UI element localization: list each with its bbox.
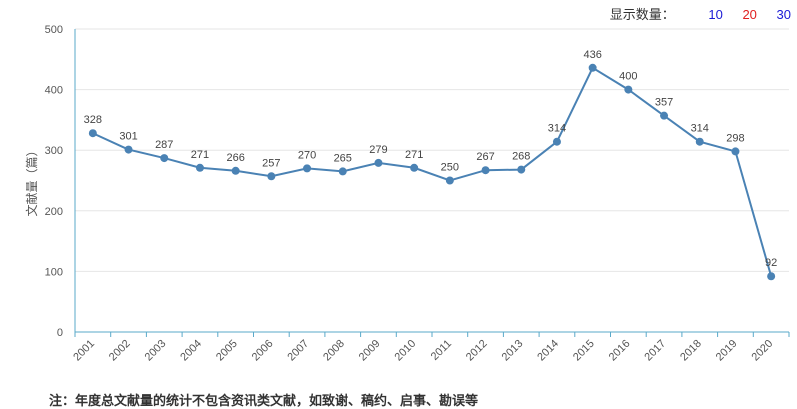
x-tick-label-2015: 2015 bbox=[571, 338, 597, 364]
x-tick-label-2019: 2019 bbox=[714, 338, 740, 364]
data-label-2017: 357 bbox=[655, 97, 673, 109]
data-point-2016 bbox=[624, 85, 633, 94]
data-label-2006: 257 bbox=[262, 157, 280, 169]
y-tick-label-500: 500 bbox=[45, 24, 63, 36]
data-point-2007 bbox=[303, 164, 312, 173]
x-tick-label-2009: 2009 bbox=[357, 338, 383, 364]
data-point-2017 bbox=[660, 111, 669, 120]
y-tick-label-0: 0 bbox=[57, 327, 63, 339]
y-tick-label-200: 200 bbox=[45, 206, 63, 218]
display-count-option-30[interactable]: 30 bbox=[776, 7, 791, 22]
data-label-2011: 250 bbox=[441, 162, 459, 174]
data-label-2015: 436 bbox=[583, 49, 601, 61]
data-label-2003: 287 bbox=[155, 139, 173, 151]
data-label-2018: 314 bbox=[691, 123, 709, 135]
x-tick-label-2006: 2006 bbox=[250, 338, 276, 364]
data-label-2007: 270 bbox=[298, 149, 316, 161]
data-label-2009: 279 bbox=[369, 144, 387, 156]
data-label-2013: 268 bbox=[512, 151, 530, 163]
data-label-2019: 298 bbox=[726, 132, 744, 144]
footnote: 注：年度总文献量的统计不包含资讯类文献，如致谢、稿约、启事、勘误等 bbox=[49, 393, 479, 408]
data-point-2015 bbox=[588, 63, 597, 72]
data-label-2012: 267 bbox=[476, 151, 494, 163]
data-label-2020: 92 bbox=[765, 257, 777, 269]
data-point-2005 bbox=[231, 166, 240, 175]
x-tick-label-2007: 2007 bbox=[285, 338, 311, 364]
x-tick-label-2016: 2016 bbox=[607, 338, 633, 364]
x-tick-label-2004: 2004 bbox=[178, 338, 204, 364]
display-count-label: 显示数量： bbox=[609, 7, 675, 22]
data-point-2004 bbox=[195, 163, 204, 172]
x-tick-label-2003: 2003 bbox=[143, 338, 169, 364]
data-point-2018 bbox=[695, 137, 704, 146]
x-tick-label-2011: 2011 bbox=[429, 338, 454, 363]
x-tick-label-2005: 2005 bbox=[214, 338, 240, 364]
x-tick-label-2020: 2020 bbox=[750, 338, 776, 364]
x-tick-label-2001: 2001 bbox=[71, 338, 97, 364]
x-tick-label-2012: 2012 bbox=[464, 338, 490, 364]
y-tick-label-100: 100 bbox=[45, 266, 63, 278]
x-tick-label-2008: 2008 bbox=[321, 338, 347, 364]
display-count-option-20[interactable]: 20 bbox=[742, 7, 757, 22]
data-point-2003 bbox=[160, 154, 169, 163]
series-line-0 bbox=[92, 66, 773, 277]
data-point-2013 bbox=[517, 165, 526, 174]
display-count-control: 显示数量： 10 20 30 bbox=[610, 4, 791, 23]
data-point-2019 bbox=[731, 147, 740, 156]
line-chart: 0 100 200 300 400 500 2001 2002 2003 2004 2005 2006… bbox=[24, 24, 790, 364]
data-label-2014: 314 bbox=[548, 123, 566, 135]
x-tick-label-2002: 2002 bbox=[107, 338, 133, 364]
data-point-2011 bbox=[445, 176, 454, 185]
data-label-2004: 271 bbox=[191, 149, 209, 161]
data-point-2009 bbox=[374, 158, 383, 167]
data-label-2016: 400 bbox=[619, 71, 637, 83]
x-tick-label-2010: 2010 bbox=[393, 338, 419, 364]
display-count-option-10[interactable]: 10 bbox=[708, 7, 723, 22]
data-point-2014 bbox=[552, 137, 561, 146]
data-point-2020 bbox=[767, 272, 776, 281]
data-point-2008 bbox=[338, 167, 347, 176]
data-point-2006 bbox=[267, 172, 276, 181]
y-tick-label-400: 400 bbox=[45, 85, 63, 97]
data-point-2002 bbox=[124, 145, 133, 154]
x-tick-label-2013: 2013 bbox=[500, 338, 526, 364]
data-label-2001: 328 bbox=[84, 114, 102, 126]
y-axis-title: 文献量（篇） bbox=[24, 144, 39, 216]
x-tick-label-2018: 2018 bbox=[678, 338, 704, 364]
data-point-2010 bbox=[410, 163, 419, 172]
x-tick-label-2017: 2017 bbox=[642, 338, 668, 364]
x-tick-label-2014: 2014 bbox=[535, 338, 561, 364]
data-label-2005: 266 bbox=[226, 152, 244, 164]
y-tick-label-300: 300 bbox=[45, 145, 63, 157]
data-point-2012 bbox=[481, 166, 490, 175]
data-label-2002: 301 bbox=[119, 131, 137, 143]
data-point-2001 bbox=[88, 129, 97, 138]
data-label-2008: 265 bbox=[334, 152, 352, 164]
data-label-2010: 271 bbox=[405, 149, 423, 161]
